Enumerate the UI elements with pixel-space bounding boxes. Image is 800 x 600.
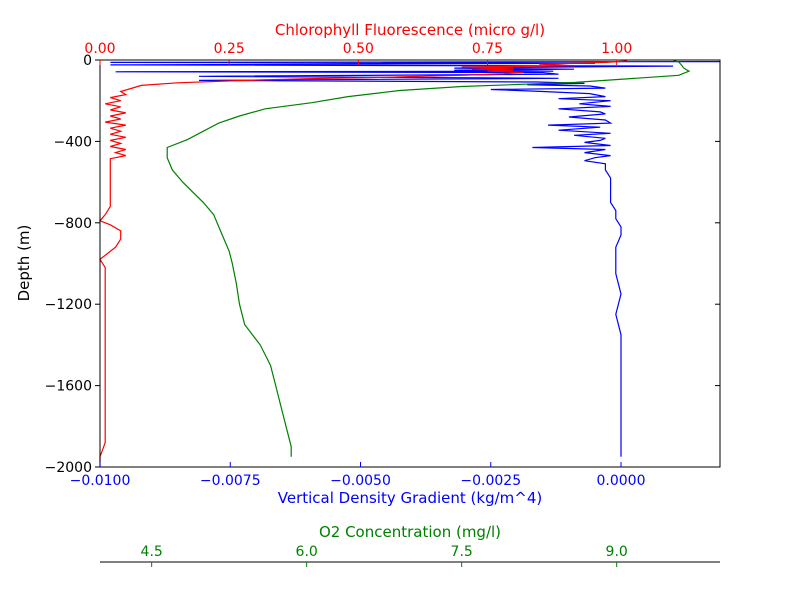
depth-tick-label: 0 xyxy=(83,53,92,69)
depth-tick-label: −1600 xyxy=(45,379,92,395)
plot-frame xyxy=(99,59,721,468)
chlorophyll-axis-label: Chlorophyll Fluorescence (micro g/l) xyxy=(275,21,545,39)
chlorophyll-line xyxy=(98,60,628,467)
density-tick-label: −0.0075 xyxy=(200,473,261,489)
density-tick-label: −0.0050 xyxy=(330,473,391,489)
depth-tick-label: −1200 xyxy=(45,297,92,313)
chlorophyll-tick-label: 0.75 xyxy=(472,41,503,57)
y-axis-label: Depth (m) xyxy=(15,225,33,302)
density-tick-label: −0.0025 xyxy=(460,473,521,489)
density-axis: −0.0100 −0.0075 −0.0050 −0.0025 0.0000 xyxy=(70,462,646,489)
depth-axis-right xyxy=(715,59,720,468)
density-tick-label: 0.0000 xyxy=(597,473,646,489)
depth-tick-label: −2000 xyxy=(45,460,92,476)
density-tick-label: −0.0100 xyxy=(70,473,131,489)
series-layer xyxy=(98,59,721,467)
oxygen-tick-label: 4.5 xyxy=(141,544,163,560)
oxygen-tick-label: 9.0 xyxy=(606,544,628,560)
oxygen-tick-label: 7.5 xyxy=(451,544,473,560)
oxygen-tick-label: 6.0 xyxy=(296,544,318,560)
oxygen-axis-label: O2 Concentration (mg/l) xyxy=(319,523,501,541)
density-axis-label: Vertical Density Gradient (kg/m^4) xyxy=(278,489,542,507)
depth-tick-label: −400 xyxy=(54,134,92,150)
chlorophyll-tick-label: 1.00 xyxy=(601,41,632,57)
density-line xyxy=(110,61,721,457)
chlorophyll-axis: 0.00 0.25 0.50 0.75 1.00 xyxy=(84,41,632,65)
chlorophyll-tick-label: 0.50 xyxy=(343,41,374,57)
chlorophyll-tick-label: 0.00 xyxy=(84,41,115,57)
depth-tick-label: −800 xyxy=(54,216,92,232)
oxygen-axis: 4.5 6.0 7.5 9.0 xyxy=(100,544,720,567)
chlorophyll-tick-label: 0.25 xyxy=(214,41,245,57)
depth-axis: −2000 −1600 −1200 −800 −400 0 xyxy=(45,53,100,476)
oxygen-line xyxy=(166,59,691,457)
